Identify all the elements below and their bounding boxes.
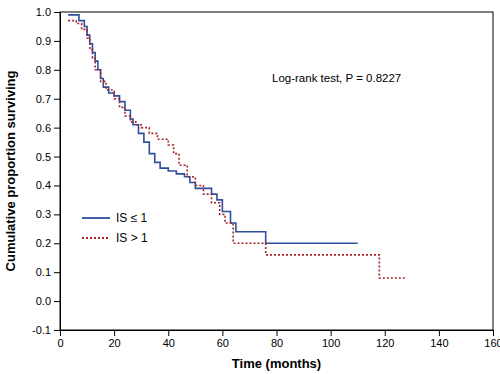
x-tick-mark bbox=[331, 330, 332, 336]
y-tick-mark bbox=[54, 157, 60, 158]
y-tick: 0.2 bbox=[36, 237, 60, 249]
x-tick-label: 40 bbox=[163, 337, 175, 349]
x-tick-label: 120 bbox=[376, 337, 394, 349]
x-tick-label: 80 bbox=[271, 337, 283, 349]
y-tick: 0.4 bbox=[36, 179, 60, 191]
y-tick-mark bbox=[54, 12, 60, 13]
y-tick: 0.1 bbox=[36, 266, 60, 278]
y-tick: 0.7 bbox=[36, 93, 60, 105]
x-tick: 100 bbox=[322, 330, 340, 349]
x-tick-label: 140 bbox=[430, 337, 448, 349]
y-tick-label: 0.4 bbox=[36, 179, 51, 191]
y-tick-mark bbox=[54, 214, 60, 215]
x-tick-label: 160 bbox=[484, 337, 500, 349]
y-tick-label: 1.0 bbox=[36, 6, 51, 18]
y-axis-title: Cumulative proportion surviving bbox=[3, 71, 18, 272]
x-tick: 0 bbox=[57, 330, 63, 349]
y-tick-label: 0.8 bbox=[36, 64, 51, 76]
series-group bbox=[68, 15, 406, 278]
x-tick: 60 bbox=[217, 330, 229, 349]
x-tick-label: 0 bbox=[57, 337, 63, 349]
legend-label: IS ≤ 1 bbox=[116, 211, 148, 225]
y-tick-mark bbox=[54, 128, 60, 129]
x-tick: 140 bbox=[430, 330, 448, 349]
y-tick: 0.8 bbox=[36, 64, 60, 76]
y-tick-mark bbox=[54, 243, 60, 244]
y-tick-label: 0.2 bbox=[36, 237, 51, 249]
x-tick: 40 bbox=[163, 330, 175, 349]
y-tick: 0.6 bbox=[36, 122, 60, 134]
x-axis-title: Time (months) bbox=[232, 356, 321, 371]
y-tick-label: 0.7 bbox=[36, 93, 51, 105]
x-tick-mark bbox=[277, 330, 278, 336]
y-tick: 0.9 bbox=[36, 35, 60, 47]
y-tick-label: 0.0 bbox=[36, 295, 51, 307]
y-tick: 1.0 bbox=[36, 6, 60, 18]
y-tick-label: 0.5 bbox=[36, 151, 51, 163]
y-tick-mark bbox=[54, 301, 60, 302]
y-tick-label: 0.3 bbox=[36, 208, 51, 220]
legend-item: IS > 1 bbox=[82, 231, 148, 245]
legend-swatch bbox=[82, 237, 110, 239]
annotation: Log-rank test, P = 0.8227 bbox=[272, 72, 401, 84]
y-tick: 0.3 bbox=[36, 208, 60, 220]
y-tick: -0.1 bbox=[32, 324, 60, 336]
x-axis: 0 20 40 60 80 100 120 140 160 bbox=[57, 330, 500, 349]
y-tick: 0.5 bbox=[36, 151, 60, 163]
plot-area: 0 20 40 60 80 100 120 140 160 -0.1 0.0 0.1 0.2 0.3 0.4… bbox=[32, 6, 500, 349]
y-tick-mark bbox=[54, 70, 60, 71]
x-tick-mark bbox=[60, 330, 61, 336]
x-tick-mark bbox=[114, 330, 115, 336]
y-tick: 0.0 bbox=[36, 295, 60, 307]
x-tick-mark bbox=[385, 330, 386, 336]
x-tick-label: 20 bbox=[109, 337, 121, 349]
x-tick-label: 60 bbox=[217, 337, 229, 349]
x-tick-mark bbox=[493, 330, 494, 336]
y-tick-mark bbox=[54, 272, 60, 273]
chart: 0 20 40 60 80 100 120 140 160 -0.1 0.0 0.1 0.2 0.3 0.4… bbox=[0, 0, 500, 374]
x-tick-mark bbox=[439, 330, 440, 336]
legend-item: IS ≤ 1 bbox=[82, 211, 148, 225]
y-tick-label: -0.1 bbox=[32, 324, 51, 336]
x-tick: 160 bbox=[484, 330, 500, 349]
x-tick-mark bbox=[168, 330, 169, 336]
legend-swatch bbox=[82, 217, 110, 219]
plot-frame bbox=[60, 12, 493, 330]
y-tick-mark bbox=[54, 99, 60, 100]
survival-curve bbox=[68, 21, 406, 278]
x-tick: 120 bbox=[376, 330, 394, 349]
x-tick: 20 bbox=[109, 330, 121, 349]
y-axis-line bbox=[60, 13, 61, 331]
survival-curve bbox=[68, 15, 358, 243]
y-tick-label: 0.9 bbox=[36, 35, 51, 47]
legend-label: IS > 1 bbox=[116, 231, 148, 245]
y-tick-label: 0.1 bbox=[36, 266, 51, 278]
y-tick-label: 0.6 bbox=[36, 122, 51, 134]
y-tick-mark bbox=[54, 41, 60, 42]
y-axis: -0.1 0.0 0.1 0.2 0.3 0.4 0.5 0.6 0.7 0.8 0.9 1.0 bbox=[32, 6, 60, 336]
y-tick-mark bbox=[54, 330, 60, 331]
x-tick: 80 bbox=[271, 330, 283, 349]
legend: IS ≤ 1 IS > 1 bbox=[82, 211, 148, 245]
y-tick-mark bbox=[54, 185, 60, 186]
x-tick-label: 100 bbox=[322, 337, 340, 349]
x-tick-mark bbox=[222, 330, 223, 336]
